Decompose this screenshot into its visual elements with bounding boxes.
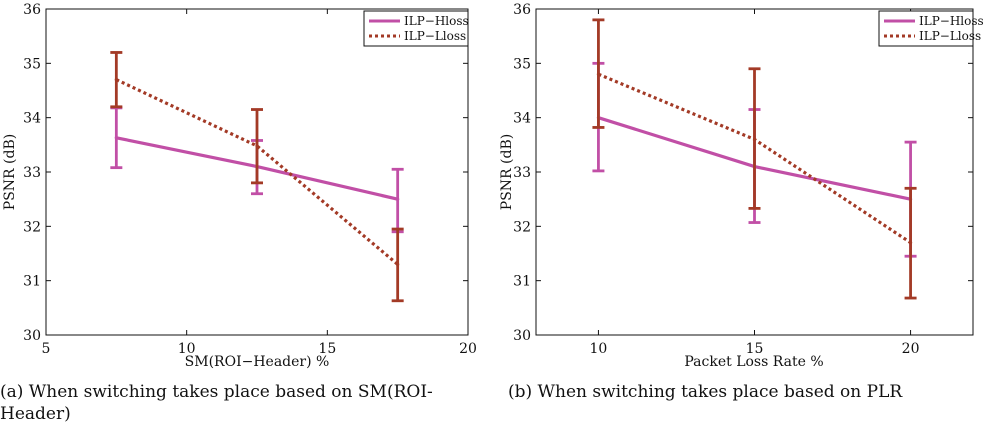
chart-a-xtick-label: 15 [318,341,336,357]
chart-b-series-lloss-point [908,241,913,245]
chart-a-ytick-label: 33 [23,165,41,181]
chart-b-legend-label-hloss: ILP−Hloss [919,14,984,28]
chart-b-ytick-label: 34 [513,111,531,127]
chart-b-ytick-label: 32 [513,219,531,235]
chart-b: 30 31 32 33 34 35 36 10 15 20 Packet Loss Rate % PS… [496,0,992,430]
chart-a-series-lloss-point [396,262,400,266]
chart-b-series-lloss-point [752,137,757,141]
chart-b-xtick-label: 20 [902,341,920,357]
chart-b-series-lloss-point [596,72,601,76]
chart-a-series-lloss-point [114,78,118,82]
chart-a-ylabel: PSNR (dB) [2,134,18,210]
chart-a-xtick-label: 10 [178,341,196,357]
chart-a-series-hloss-point [396,197,400,201]
chart-a-legend-label-lloss: ILP−Lloss [404,29,466,43]
chart-a-xtick-label: 20 [459,341,477,357]
chart-b-xtick-label: 10 [590,341,608,357]
chart-a-ytick-label: 34 [23,111,41,127]
chart-b-ytick-label: 30 [513,328,531,344]
chart-a-ytick-label: 32 [23,219,41,235]
chart-a-series-hloss-point [114,136,118,140]
chart-b-xlabel: Packet Loss Rate % [684,354,823,370]
chart-b-legend-label-lloss: ILP−Lloss [919,29,981,43]
chart-b-ytick-label: 36 [513,2,531,18]
chart-b-ytick-label: 31 [513,274,531,290]
chart-a-plot: 30 31 32 33 34 35 36 5 10 15 20 SM(ROI−Header) % PSN… [2,2,477,370]
chart-b-legend-box [878,10,974,47]
chart-a-ytick-label: 35 [23,56,41,72]
chart-a-ytick-label: 31 [23,274,41,290]
chart-a-xtick-label: 5 [42,341,51,357]
chart-a-legend-box [363,10,469,47]
chart-b-ytick-label: 33 [513,165,531,181]
chart-b-caption: (b) When switching takes place based on … [508,382,903,402]
chart-b-xtick-label: 15 [746,341,764,357]
chart-a-legend-label-hloss: ILP−Hloss [404,14,469,28]
chart-a-series-lloss-point [255,144,259,148]
chart-b-plot: 30 31 32 33 34 35 36 10 15 20 Packet Loss Rate % PS… [499,2,984,370]
chart-a-ytick-label: 36 [23,2,41,18]
chart-a-ytick-label: 30 [23,328,41,344]
chart-b-ytick-label: 35 [513,56,531,72]
chart-a-xlabel: SM(ROI−Header) % [185,354,330,370]
chart-b-ylabel: PSNR (dB) [499,134,515,210]
chart-a-caption: (a) When switching takes place based on … [0,382,433,424]
chart-a-series-lloss-line [115,78,399,266]
chart-a: 30 31 32 33 34 35 36 5 10 15 20 SM(ROI−Header) % PSN… [0,2,477,424]
